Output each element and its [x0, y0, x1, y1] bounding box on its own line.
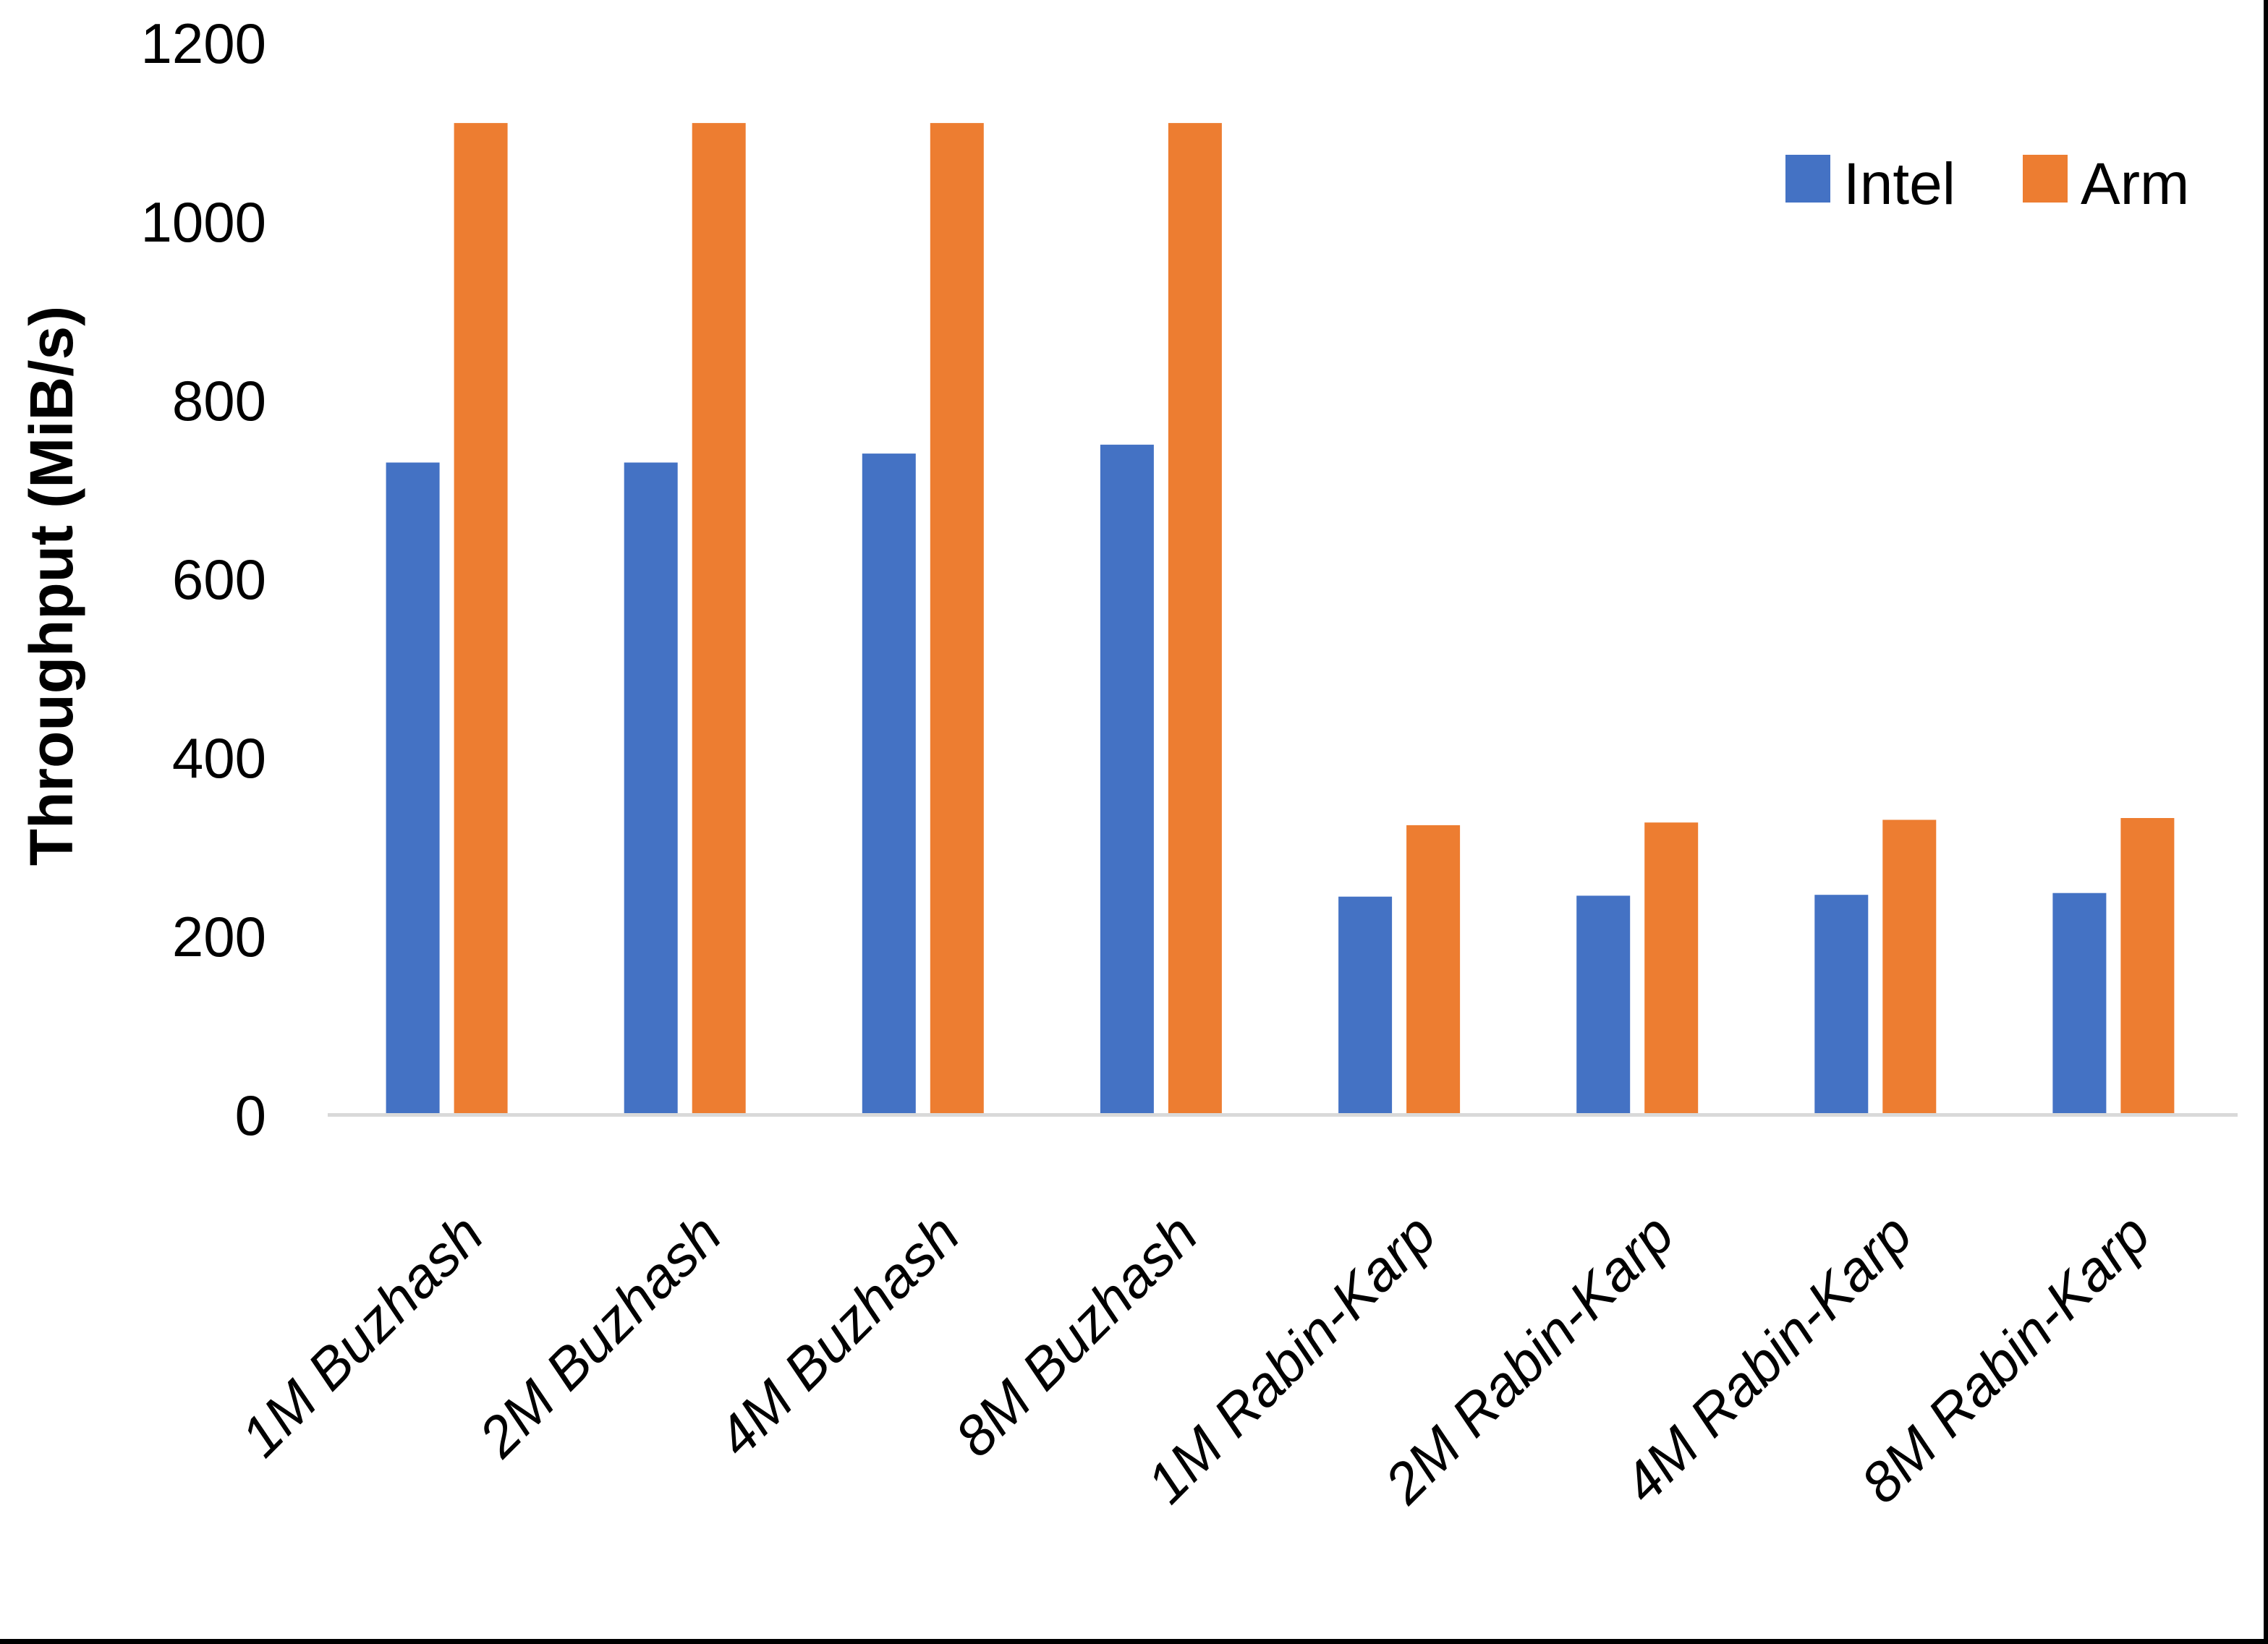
- bar-intel-2m-buzhash: [624, 462, 678, 1115]
- bar-series-intel: [386, 444, 2107, 1115]
- y-tick-label-1200: 1200: [140, 12, 266, 75]
- bar-intel-8m-rabin-karp: [2052, 893, 2107, 1115]
- y-axis-tick-labels: 0 200 400 600 800 1000 1200: [140, 12, 266, 1147]
- bar-intel-4m-buzhash: [862, 453, 916, 1115]
- screenshot-right-border: [2264, 0, 2268, 1644]
- screenshot-bottom-border: [0, 1639, 2268, 1644]
- legend-item-intel: Intel: [1785, 151, 1955, 217]
- y-axis-title: Throughput (MiB/s): [17, 306, 85, 866]
- bar-intel-1m-rabin-karp: [1338, 896, 1393, 1115]
- bar-arm-4m-buzhash: [930, 123, 984, 1115]
- legend-label-intel: Intel: [1843, 151, 1955, 217]
- bar-arm-1m-buzhash: [454, 123, 508, 1115]
- bar-arm-1m-rabin-karp: [1406, 825, 1461, 1115]
- x-label-4m-buzhash: 4M Buzhash: [705, 1202, 972, 1469]
- bar-series-arm: [454, 123, 2175, 1115]
- y-tick-label-1000: 1000: [140, 190, 266, 254]
- y-tick-label-200: 200: [172, 905, 266, 968]
- y-tick-label-800: 800: [172, 369, 266, 433]
- y-tick-label-0: 0: [235, 1083, 266, 1147]
- legend: Intel Arm: [1785, 151, 2189, 217]
- bar-arm-2m-buzhash: [692, 123, 746, 1115]
- bar-intel-8m-buzhash: [1100, 444, 1154, 1115]
- legend-swatch-intel: [1785, 155, 1830, 203]
- x-label-2m-buzhash: 2M Buzhash: [466, 1202, 734, 1470]
- bar-arm-2m-rabin-karp: [1644, 822, 1699, 1115]
- x-label-1m-buzhash: 1M Buzhash: [229, 1202, 496, 1469]
- legend-item-arm: Arm: [2023, 151, 2189, 217]
- bar-intel-2m-rabin-karp: [1576, 895, 1631, 1115]
- bar-intel-1m-buzhash: [386, 462, 440, 1115]
- legend-label-arm: Arm: [2081, 151, 2189, 217]
- y-tick-label-600: 600: [172, 548, 266, 611]
- bar-arm-8m-rabin-karp: [2120, 818, 2175, 1115]
- x-label-8m-buzhash: 8M Buzhash: [943, 1202, 1210, 1469]
- bar-groups: [386, 123, 2175, 1115]
- legend-swatch-arm: [2023, 155, 2068, 203]
- bar-arm-8m-buzhash: [1168, 123, 1222, 1115]
- y-tick-label-400: 400: [172, 726, 266, 790]
- x-axis-line: [328, 1113, 2238, 1117]
- bar-arm-4m-rabin-karp: [1882, 819, 1937, 1115]
- bar-intel-4m-rabin-karp: [1814, 895, 1869, 1115]
